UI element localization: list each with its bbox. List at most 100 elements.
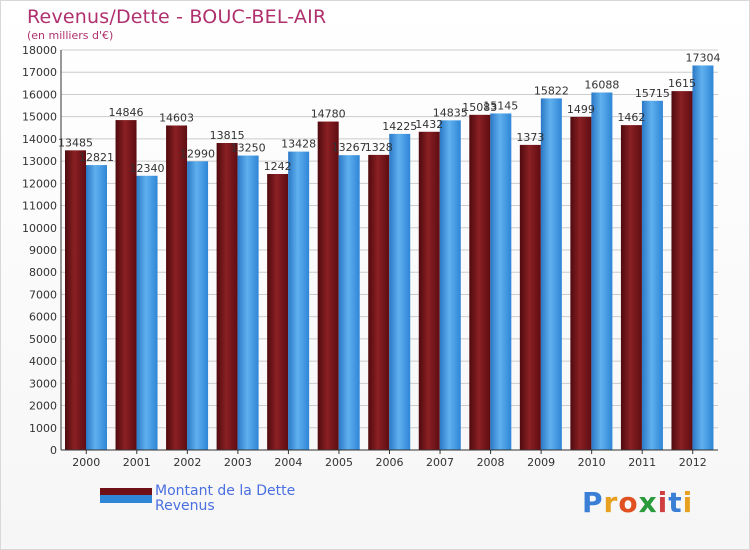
- y-tick-label: 12000: [22, 177, 57, 190]
- logo-letter: r: [603, 486, 619, 519]
- data-label: 14835: [433, 106, 468, 119]
- bar-revenus: [86, 165, 107, 451]
- legend-swatch-revenus: [100, 495, 152, 503]
- bar-revenus: [591, 92, 613, 450]
- bar-dette: [216, 143, 238, 450]
- legend-label-dette: Montant de la Dette: [155, 483, 296, 499]
- bar-revenus: [389, 133, 411, 450]
- bar-revenus: [136, 175, 158, 450]
- x-tick-label: 2005: [325, 456, 353, 469]
- y-tick-label: 4000: [29, 355, 57, 368]
- y-tick-label: 8000: [29, 266, 57, 279]
- logo-letter: i: [657, 486, 669, 519]
- x-tick-label: 2012: [679, 456, 707, 469]
- y-tick-label: 9000: [29, 244, 57, 257]
- y-tick-label: 6000: [29, 311, 57, 324]
- chart-title: Revenus/Dette - BOUC-BEL-AIR: [27, 6, 327, 28]
- x-tick-label: 2000: [72, 456, 100, 469]
- data-label: 1615: [668, 77, 696, 90]
- bar-dette: [115, 120, 137, 450]
- x-tick-label: 2002: [173, 456, 201, 469]
- chart-subtitle: (en milliers d'€): [27, 29, 114, 42]
- bar-dette: [267, 174, 289, 450]
- data-label: 1499: [567, 103, 595, 116]
- data-label: 1462: [617, 111, 645, 124]
- y-tick-label: 15000: [22, 111, 57, 124]
- logo-letter: i: [682, 486, 694, 519]
- y-tick-label: 13000: [22, 155, 57, 168]
- data-label: 14225: [382, 120, 417, 133]
- x-tick-label: 2011: [628, 456, 656, 469]
- y-tick-label: 14000: [22, 133, 57, 146]
- y-tick-label: 2000: [29, 400, 57, 413]
- x-tick-label: 2004: [274, 456, 302, 469]
- y-tick-label: 11000: [22, 200, 57, 213]
- data-label: 15715: [635, 87, 670, 100]
- data-label: 12340: [130, 162, 165, 175]
- bar-dette: [317, 121, 339, 451]
- bar-revenus: [237, 155, 259, 451]
- logo-letter: t: [668, 486, 683, 519]
- y-tick-label: 1000: [29, 422, 57, 435]
- data-labels: 13485 12821 14846 12340 14603 12990 1381513250…: [58, 51, 720, 174]
- data-label: 14603: [159, 111, 194, 124]
- bar-revenus: [692, 65, 714, 450]
- data-label: 15083: [462, 101, 497, 114]
- logo-letter: x: [638, 486, 658, 519]
- y-tick-label: 3000: [29, 377, 57, 390]
- bar-dette: [65, 150, 86, 451]
- bar-dette: [671, 91, 693, 450]
- bar-dette: [469, 114, 491, 451]
- data-label: 12990: [180, 147, 215, 160]
- x-tick-label: 2010: [578, 456, 606, 469]
- data-label: 13250: [231, 142, 266, 155]
- bar-revenus: [641, 100, 663, 451]
- x-tick-label: 2003: [224, 456, 252, 469]
- bar-dette: [620, 125, 642, 450]
- y-tick-label: 5000: [29, 333, 57, 346]
- proxiti-logo: Proxiti: [582, 486, 693, 519]
- x-tick-label: 2007: [426, 456, 454, 469]
- logo-letter: o: [618, 486, 639, 519]
- axes: 0 1000 2000 3000 4000 5000 6000 7000 8000 9000 100…: [22, 44, 718, 469]
- bar-revenus: [187, 161, 209, 451]
- data-label: 13815: [210, 129, 245, 142]
- data-label: 13267: [332, 141, 367, 154]
- y-tick-label: 7000: [29, 288, 57, 301]
- logo-letter: P: [582, 486, 604, 519]
- data-label: 13485: [58, 136, 93, 149]
- bars: [65, 65, 714, 451]
- bar-revenus: [439, 120, 461, 450]
- data-label: 13428: [281, 138, 316, 151]
- x-tick-label: 2009: [527, 456, 555, 469]
- data-label: 17304: [685, 51, 720, 64]
- bar-dette: [570, 116, 592, 450]
- bar-dette: [519, 144, 541, 450]
- x-tick-label: 2006: [376, 456, 404, 469]
- data-label: 14780: [311, 108, 346, 121]
- data-label: 15822: [534, 84, 569, 97]
- x-tick-label: 2008: [477, 456, 505, 469]
- data-label: 15145: [483, 99, 518, 112]
- data-label: 1242: [264, 160, 292, 173]
- legend-swatch-dette: [100, 488, 152, 496]
- bar-revenus: [540, 98, 562, 451]
- legend-label-revenus: Revenus: [155, 498, 215, 514]
- y-tick-label: 0: [50, 444, 57, 457]
- y-tick-label: 17000: [22, 66, 57, 79]
- data-label: 1432: [415, 118, 443, 131]
- bar-revenus: [288, 151, 310, 450]
- y-tick-label: 16000: [22, 88, 57, 101]
- data-label: 1328: [365, 141, 393, 154]
- bar-dette: [368, 154, 390, 450]
- y-tick-label: 18000: [22, 44, 57, 57]
- bar-revenus: [338, 155, 360, 450]
- x-tick-label: 2001: [123, 456, 151, 469]
- bar-dette: [166, 125, 188, 450]
- data-label: 1373: [516, 131, 544, 144]
- data-label: 14846: [109, 106, 144, 119]
- bar-revenus: [490, 113, 512, 450]
- data-label: 16088: [584, 78, 619, 91]
- y-tick-label: 10000: [22, 222, 57, 235]
